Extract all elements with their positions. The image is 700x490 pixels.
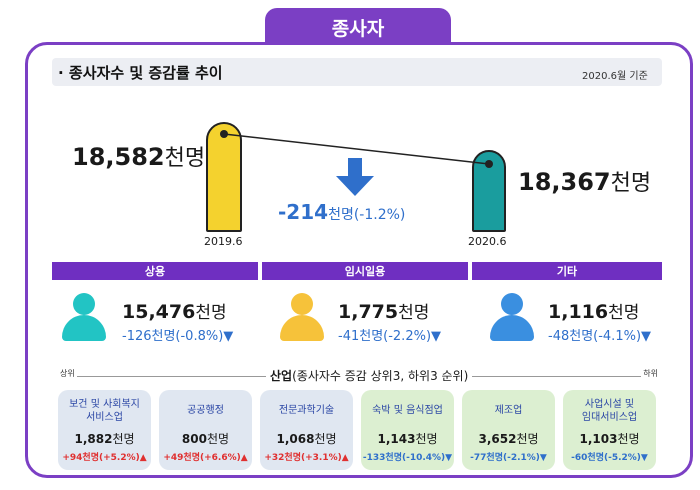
change-text: -41천명(-2.2%) — [338, 329, 432, 344]
value-unit: 천명 — [112, 432, 135, 446]
change-text: +49천명(+6.6%) — [163, 453, 241, 463]
industry-card: 숙박 및 음식점업 1,143천명 -133천명(-10.4%)▼ — [361, 390, 454, 470]
section-header-bg — [52, 58, 662, 86]
value-number: 1,882 — [74, 432, 113, 446]
bottom-rank-label: 하위 — [641, 368, 660, 379]
value-number: 3,652 — [478, 432, 517, 446]
total-2019-value: 18,582 — [72, 143, 165, 171]
value-number: 800 — [181, 432, 207, 446]
industry-card: 전문과학기술 1,068천명 +32천명(+3.1%)▲ — [260, 390, 353, 470]
value-unit: 천명 — [516, 432, 539, 446]
label-2019: 2019.6 — [204, 235, 243, 248]
value-unit: 천명 — [314, 432, 337, 446]
category-change: -41천명(-2.2%)▼ — [338, 325, 441, 344]
section-title: · 종사자수 및 증감률 추이 — [58, 64, 223, 82]
change-text: -133천명(-10.4%) — [362, 453, 446, 463]
bar-2020 — [472, 150, 506, 232]
value-number: 15,476 — [122, 301, 196, 323]
person-icon — [62, 293, 106, 343]
change-text: -60천명(-5.2%) — [571, 453, 641, 463]
value-number: 1,116 — [548, 301, 609, 323]
industry-name: 공공행정 — [187, 405, 224, 416]
down-arrow-icon: ▼ — [431, 329, 442, 344]
category-change: -48천명(-4.1%)▼ — [548, 325, 651, 344]
value-unit: 천명 — [617, 432, 640, 446]
up-arrow-icon: ▲ — [240, 453, 248, 463]
value-unit: 천명 — [206, 432, 230, 446]
industry-value: 1,103천명 — [563, 430, 656, 447]
total-2019: 18,582천명 — [72, 140, 205, 172]
category-value: 1,775천명 — [338, 298, 429, 323]
section-date: 2020.6월 기준 — [582, 71, 648, 82]
industry-change: +94천명(+5.2%)▲ — [58, 450, 151, 463]
industry-name: 보건 및 사회복지 서비스업 — [69, 399, 140, 423]
change-text: -77천명(-2.1%) — [470, 453, 540, 463]
category-bar-temporary: 임시일용 — [262, 262, 468, 280]
category-value: 1,116천명 — [548, 298, 639, 323]
page-title: 종사자 — [331, 17, 385, 40]
value-unit: 천명 — [608, 303, 640, 323]
down-arrow-icon: ▼ — [445, 453, 453, 463]
industry-value: 3,652천명 — [462, 430, 555, 447]
category-change: -126천명(-0.8%)▼ — [122, 325, 233, 344]
change-text: +32천명(+3.1%) — [264, 453, 342, 463]
change-text: -126천명(-0.8%) — [122, 329, 224, 344]
total-2020-unit: 천명 — [610, 171, 652, 196]
change-text: +94천명(+5.2%) — [62, 453, 140, 463]
industry-value: 1,882천명 — [58, 430, 151, 447]
total-2019-unit: 천명 — [164, 146, 206, 171]
category-bar-other: 기타 — [472, 262, 662, 280]
industry-value: 1,068천명 — [260, 430, 353, 447]
top-rank-label: 상위 — [58, 368, 77, 379]
industry-title: 산업(종사자수 증감 상위3, 하위3 순위) — [266, 367, 473, 384]
industry-name: 전문과학기술 — [278, 405, 335, 416]
category-label: 기타 — [556, 265, 578, 278]
value-unit: 천명 — [195, 303, 227, 323]
page-title-tab: 종사자 — [265, 8, 451, 46]
industry-card: 제조업 3,652천명 -77천명(-2.1%)▼ — [462, 390, 555, 470]
industry-card: 공공행정 800천명 +49천명(+6.6%)▲ — [159, 390, 252, 470]
total-2020: 18,367천명 — [518, 165, 651, 197]
value-number: 1,068 — [276, 432, 315, 446]
value-number: 1,143 — [377, 432, 416, 446]
industry-change: +49천명(+6.6%)▲ — [159, 450, 252, 463]
up-arrow-icon: ▲ — [139, 453, 147, 463]
down-arrow-icon: ▼ — [539, 453, 547, 463]
person-icon — [280, 293, 324, 343]
person-icon — [490, 293, 534, 343]
industry-change: +32천명(+3.1%)▲ — [260, 450, 353, 463]
change-text: -48천명(-4.1%) — [548, 329, 642, 344]
industry-name: 제조업 — [494, 405, 523, 416]
industry-card: 사업시설 및 임대서비스업 1,103천명 -60천명(-5.2%)▼ — [563, 390, 656, 470]
up-arrow-icon: ▲ — [341, 453, 349, 463]
down-arrow-icon: ▼ — [223, 329, 234, 344]
industry-header: 상위 산업(종사자수 증감 상위3, 하위3 순위) 하위 — [58, 367, 660, 384]
industry-change: -133천명(-10.4%)▼ — [361, 450, 454, 463]
industry-value: 1,143천명 — [361, 430, 454, 447]
bar-2019 — [206, 122, 242, 232]
category-label: 임시일용 — [344, 265, 386, 278]
industry-card: 보건 및 사회복지 서비스업 1,882천명 +94천명(+5.2%)▲ — [58, 390, 151, 470]
label-2020: 2020.6 — [468, 235, 507, 248]
value-number: 1,775 — [338, 301, 399, 323]
category-bar-regular: 상용 — [52, 262, 258, 280]
total-2020-value: 18,367 — [518, 168, 611, 196]
value-unit: 천명 — [415, 432, 438, 446]
value-unit: 천명 — [398, 303, 430, 323]
industry-change: -77천명(-2.1%)▼ — [462, 450, 555, 463]
industry-name: 사업시설 및 임대서비스업 — [581, 399, 638, 423]
category-label: 상용 — [144, 265, 166, 278]
industry-change: -60천명(-5.2%)▼ — [563, 450, 656, 463]
industry-title-rest: (종사자수 증감 상위3, 하위3 순위) — [292, 369, 469, 383]
industry-value: 800천명 — [159, 430, 252, 447]
category-value: 15,476천명 — [122, 298, 227, 323]
down-arrow-icon: ▼ — [640, 453, 648, 463]
total-change: -214천명(-1.2%) — [278, 200, 405, 224]
industry-name: 숙박 및 음식점업 — [372, 405, 443, 416]
industry-title-bold: 산업 — [270, 369, 293, 383]
total-change-value: -214 — [278, 200, 329, 224]
down-arrow-icon: ▼ — [641, 329, 652, 344]
total-change-unit: 천명(-1.2%) — [328, 207, 406, 223]
value-number: 1,103 — [579, 432, 618, 446]
